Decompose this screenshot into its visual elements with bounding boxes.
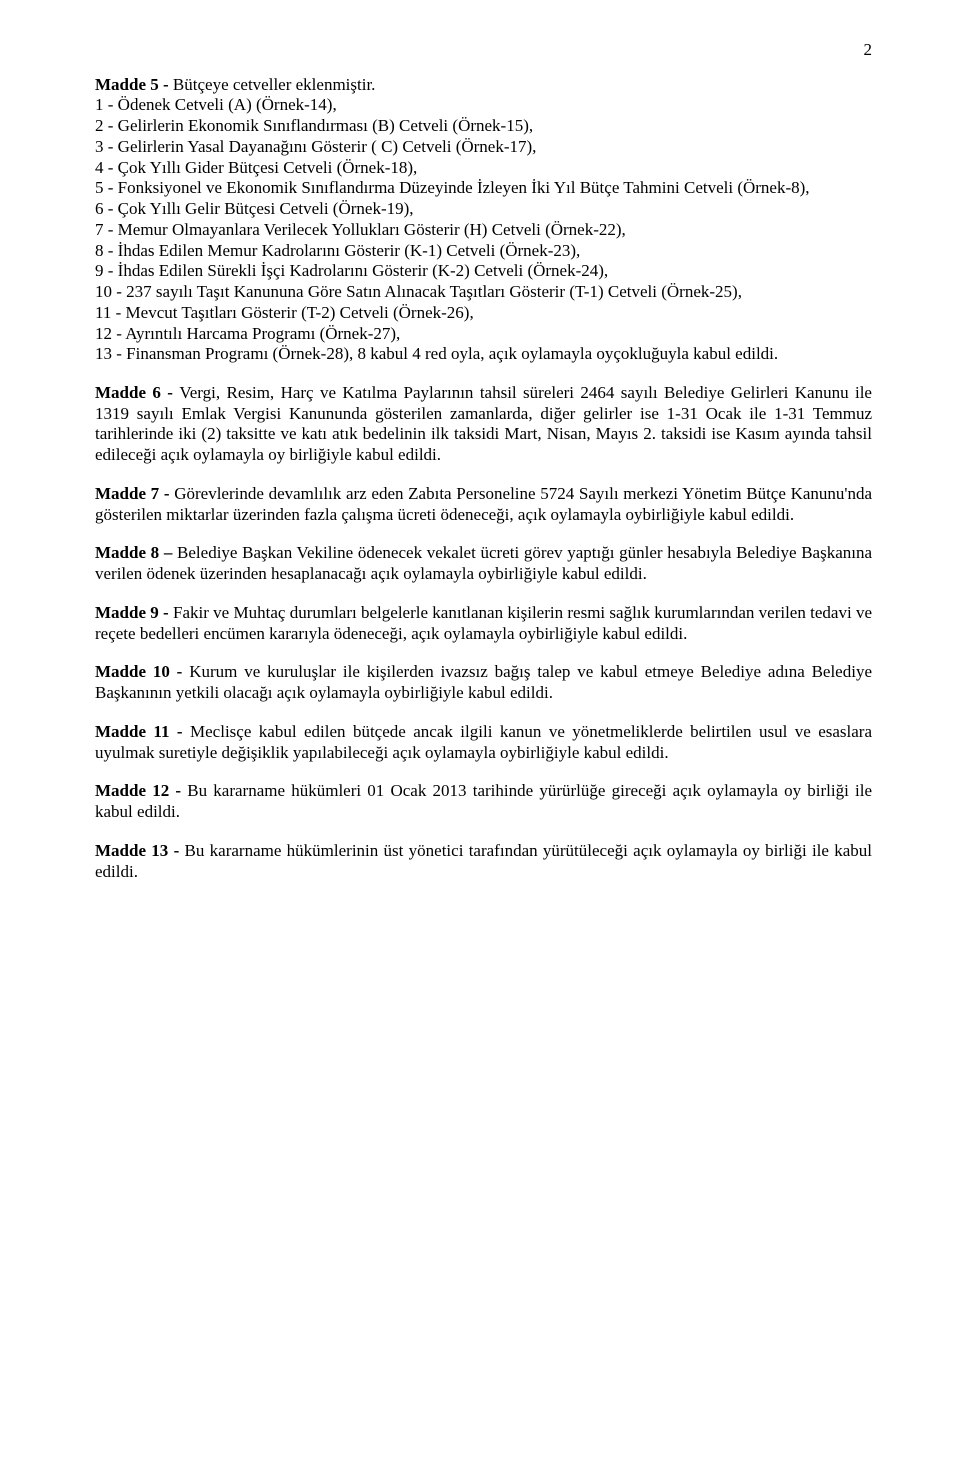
madde-6-text: Vergi, Resim, Harç ve Katılma Paylarının…: [95, 383, 872, 464]
madde-7: Madde 7 - Görevlerinde devamlılık arz ed…: [95, 484, 872, 525]
madde-6-dash: -: [161, 383, 179, 402]
madde-13-title: Madde 13: [95, 841, 168, 860]
page-number: 2: [95, 40, 872, 61]
madde-12: Madde 12 - Bu kararname hükümleri 01 Oca…: [95, 781, 872, 822]
madde-5-item-2: 2 - Gelirlerin Ekonomik Sınıflandırması …: [95, 116, 872, 137]
madde-8-text: Belediye Başkan Vekiline ödenecek vekale…: [95, 543, 872, 583]
madde-12-title: Madde 12: [95, 781, 169, 800]
madde-7-dash: -: [159, 484, 174, 503]
madde-5-intro: Madde 5 - Bütçeye cetveller eklenmiştir.: [95, 75, 872, 96]
madde-10-dash: -: [170, 662, 189, 681]
madde-5-item-12: 12 - Ayrıntılı Harcama Programı (Örnek-2…: [95, 324, 872, 345]
madde-9-title: Madde 9: [95, 603, 159, 622]
madde-10-text: Kurum ve kuruluşlar ile kişilerden ivazs…: [95, 662, 872, 702]
madde-5-item-1: 1 - Ödenek Cetveli (A) (Örnek-14),: [95, 95, 872, 116]
madde-5-item-7: 7 - Memur Olmayanlara Verilecek Yollukla…: [95, 220, 872, 241]
madde-9-dash: -: [159, 603, 173, 622]
madde-8-dash: –: [159, 543, 177, 562]
madde-10-title: Madde 10: [95, 662, 170, 681]
madde-5-item-13: 13 - Finansman Programı (Örnek-28), 8 ka…: [95, 344, 872, 365]
madde-5-item-10: 10 - 237 sayılı Taşıt Kanununa Göre Satı…: [95, 282, 872, 303]
madde-13: Madde 13 - Bu kararname hükümlerinin üst…: [95, 841, 872, 882]
madde-6-title: Madde 6: [95, 383, 161, 402]
madde-13-text: Bu kararname hükümlerinin üst yönetici t…: [95, 841, 872, 881]
madde-5-dash: -: [159, 75, 173, 94]
madde-7-title: Madde 7: [95, 484, 159, 503]
madde-8: Madde 8 – Belediye Başkan Vekiline ödene…: [95, 543, 872, 584]
madde-11: Madde 11 - Meclisçe kabul edilen bütçede…: [95, 722, 872, 763]
madde-12-text: Bu kararname hükümleri 01 Ocak 2013 tari…: [95, 781, 872, 821]
madde-5-item-11: 11 - Mevcut Taşıtları Gösterir (T-2) Cet…: [95, 303, 872, 324]
madde-5-item-3: 3 - Gelirlerin Yasal Dayanağını Gösterir…: [95, 137, 872, 158]
madde-5-item-4: 4 - Çok Yıllı Gider Bütçesi Cetveli (Örn…: [95, 158, 872, 179]
madde-5-item-9: 9 - İhdas Edilen Sürekli İşçi Kadroların…: [95, 261, 872, 282]
madde-11-dash: -: [170, 722, 191, 741]
madde-5-title: Madde 5: [95, 75, 159, 94]
madde-11-text: Meclisçe kabul edilen bütçede ancak ilgi…: [95, 722, 872, 762]
madde-9-text: Fakir ve Muhtaç durumları belgelerle kan…: [95, 603, 872, 643]
madde-12-dash: -: [169, 781, 187, 800]
madde-5-item-8: 8 - İhdas Edilen Memur Kadrolarını Göste…: [95, 241, 872, 262]
madde-13-dash: -: [168, 841, 184, 860]
madde-8-title: Madde 8: [95, 543, 159, 562]
madde-5: Madde 5 - Bütçeye cetveller eklenmiştir.…: [95, 75, 872, 365]
madde-10: Madde 10 - Kurum ve kuruluşlar ile kişil…: [95, 662, 872, 703]
madde-7-text: Görevlerinde devamlılık arz eden Zabıta …: [95, 484, 872, 524]
madde-5-intro-text: Bütçeye cetveller eklenmiştir.: [173, 75, 376, 94]
madde-11-title: Madde 11: [95, 722, 170, 741]
madde-5-item-6: 6 - Çok Yıllı Gelir Bütçesi Cetveli (Örn…: [95, 199, 872, 220]
madde-5-item-5: 5 - Fonksiyonel ve Ekonomik Sınıflandırm…: [95, 178, 872, 199]
madde-6: Madde 6 - Vergi, Resim, Harç ve Katılma …: [95, 383, 872, 466]
madde-9: Madde 9 - Fakir ve Muhtaç durumları belg…: [95, 603, 872, 644]
